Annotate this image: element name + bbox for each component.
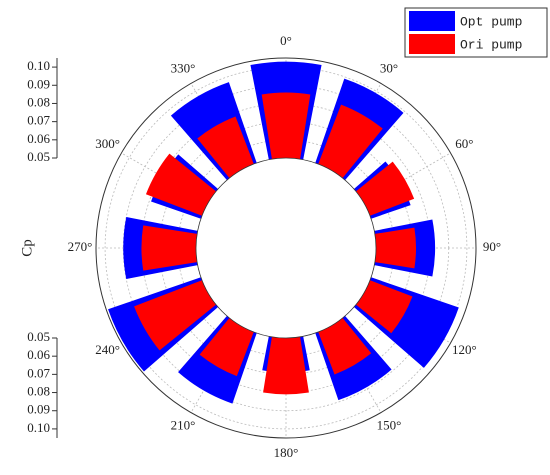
bar: [318, 317, 372, 375]
y-tick-label: 0.08: [27, 94, 50, 109]
bar: [134, 280, 217, 351]
bar: [141, 225, 198, 271]
legend-label: Ori pump: [460, 37, 522, 52]
y-tick-label: 0.06: [27, 347, 50, 362]
angle-label: 30°: [380, 61, 398, 76]
bar: [318, 104, 383, 179]
y-tick-label: 0.06: [27, 131, 50, 146]
angle-label: 180°: [274, 445, 299, 460]
y-tick-label: 0.10: [27, 58, 50, 73]
y-tick-label: 0.10: [27, 420, 50, 435]
legend-swatch: [409, 11, 455, 31]
angle-label: 270°: [68, 239, 93, 254]
angle-label: 90°: [483, 239, 501, 254]
y-tick-label: 0.09: [27, 76, 50, 91]
angle-label: 150°: [377, 417, 402, 432]
angle-label: 0°: [280, 33, 292, 48]
bar: [263, 336, 309, 395]
inner-circle: [195, 157, 377, 339]
angle-label: 120°: [452, 342, 477, 357]
y-tick-label: 0.07: [27, 365, 50, 380]
angle-label: 330°: [171, 61, 196, 76]
y-axis-label: Cp: [19, 239, 35, 257]
bar: [355, 280, 413, 334]
y-tick-label: 0.09: [27, 402, 50, 417]
bar: [261, 92, 311, 160]
bar: [199, 317, 254, 377]
y-tick-label: 0.08: [27, 384, 50, 399]
bar: [145, 153, 217, 216]
bar: [197, 116, 254, 179]
outer-circle: [95, 57, 477, 439]
legend-swatch: [409, 34, 455, 54]
angle-label: 240°: [95, 342, 120, 357]
angle-label: 60°: [455, 136, 473, 151]
y-tick-label: 0.05: [27, 149, 50, 164]
y-tick-label: 0.05: [27, 329, 50, 344]
y-tick-label: 0.07: [27, 113, 50, 128]
bar: [374, 227, 416, 269]
legend: Opt pump Ori pump: [404, 7, 548, 58]
bar: [355, 161, 415, 216]
angle-label: 300°: [95, 136, 120, 151]
legend-label: Opt pump: [460, 14, 522, 29]
angle-label: 210°: [171, 417, 196, 432]
